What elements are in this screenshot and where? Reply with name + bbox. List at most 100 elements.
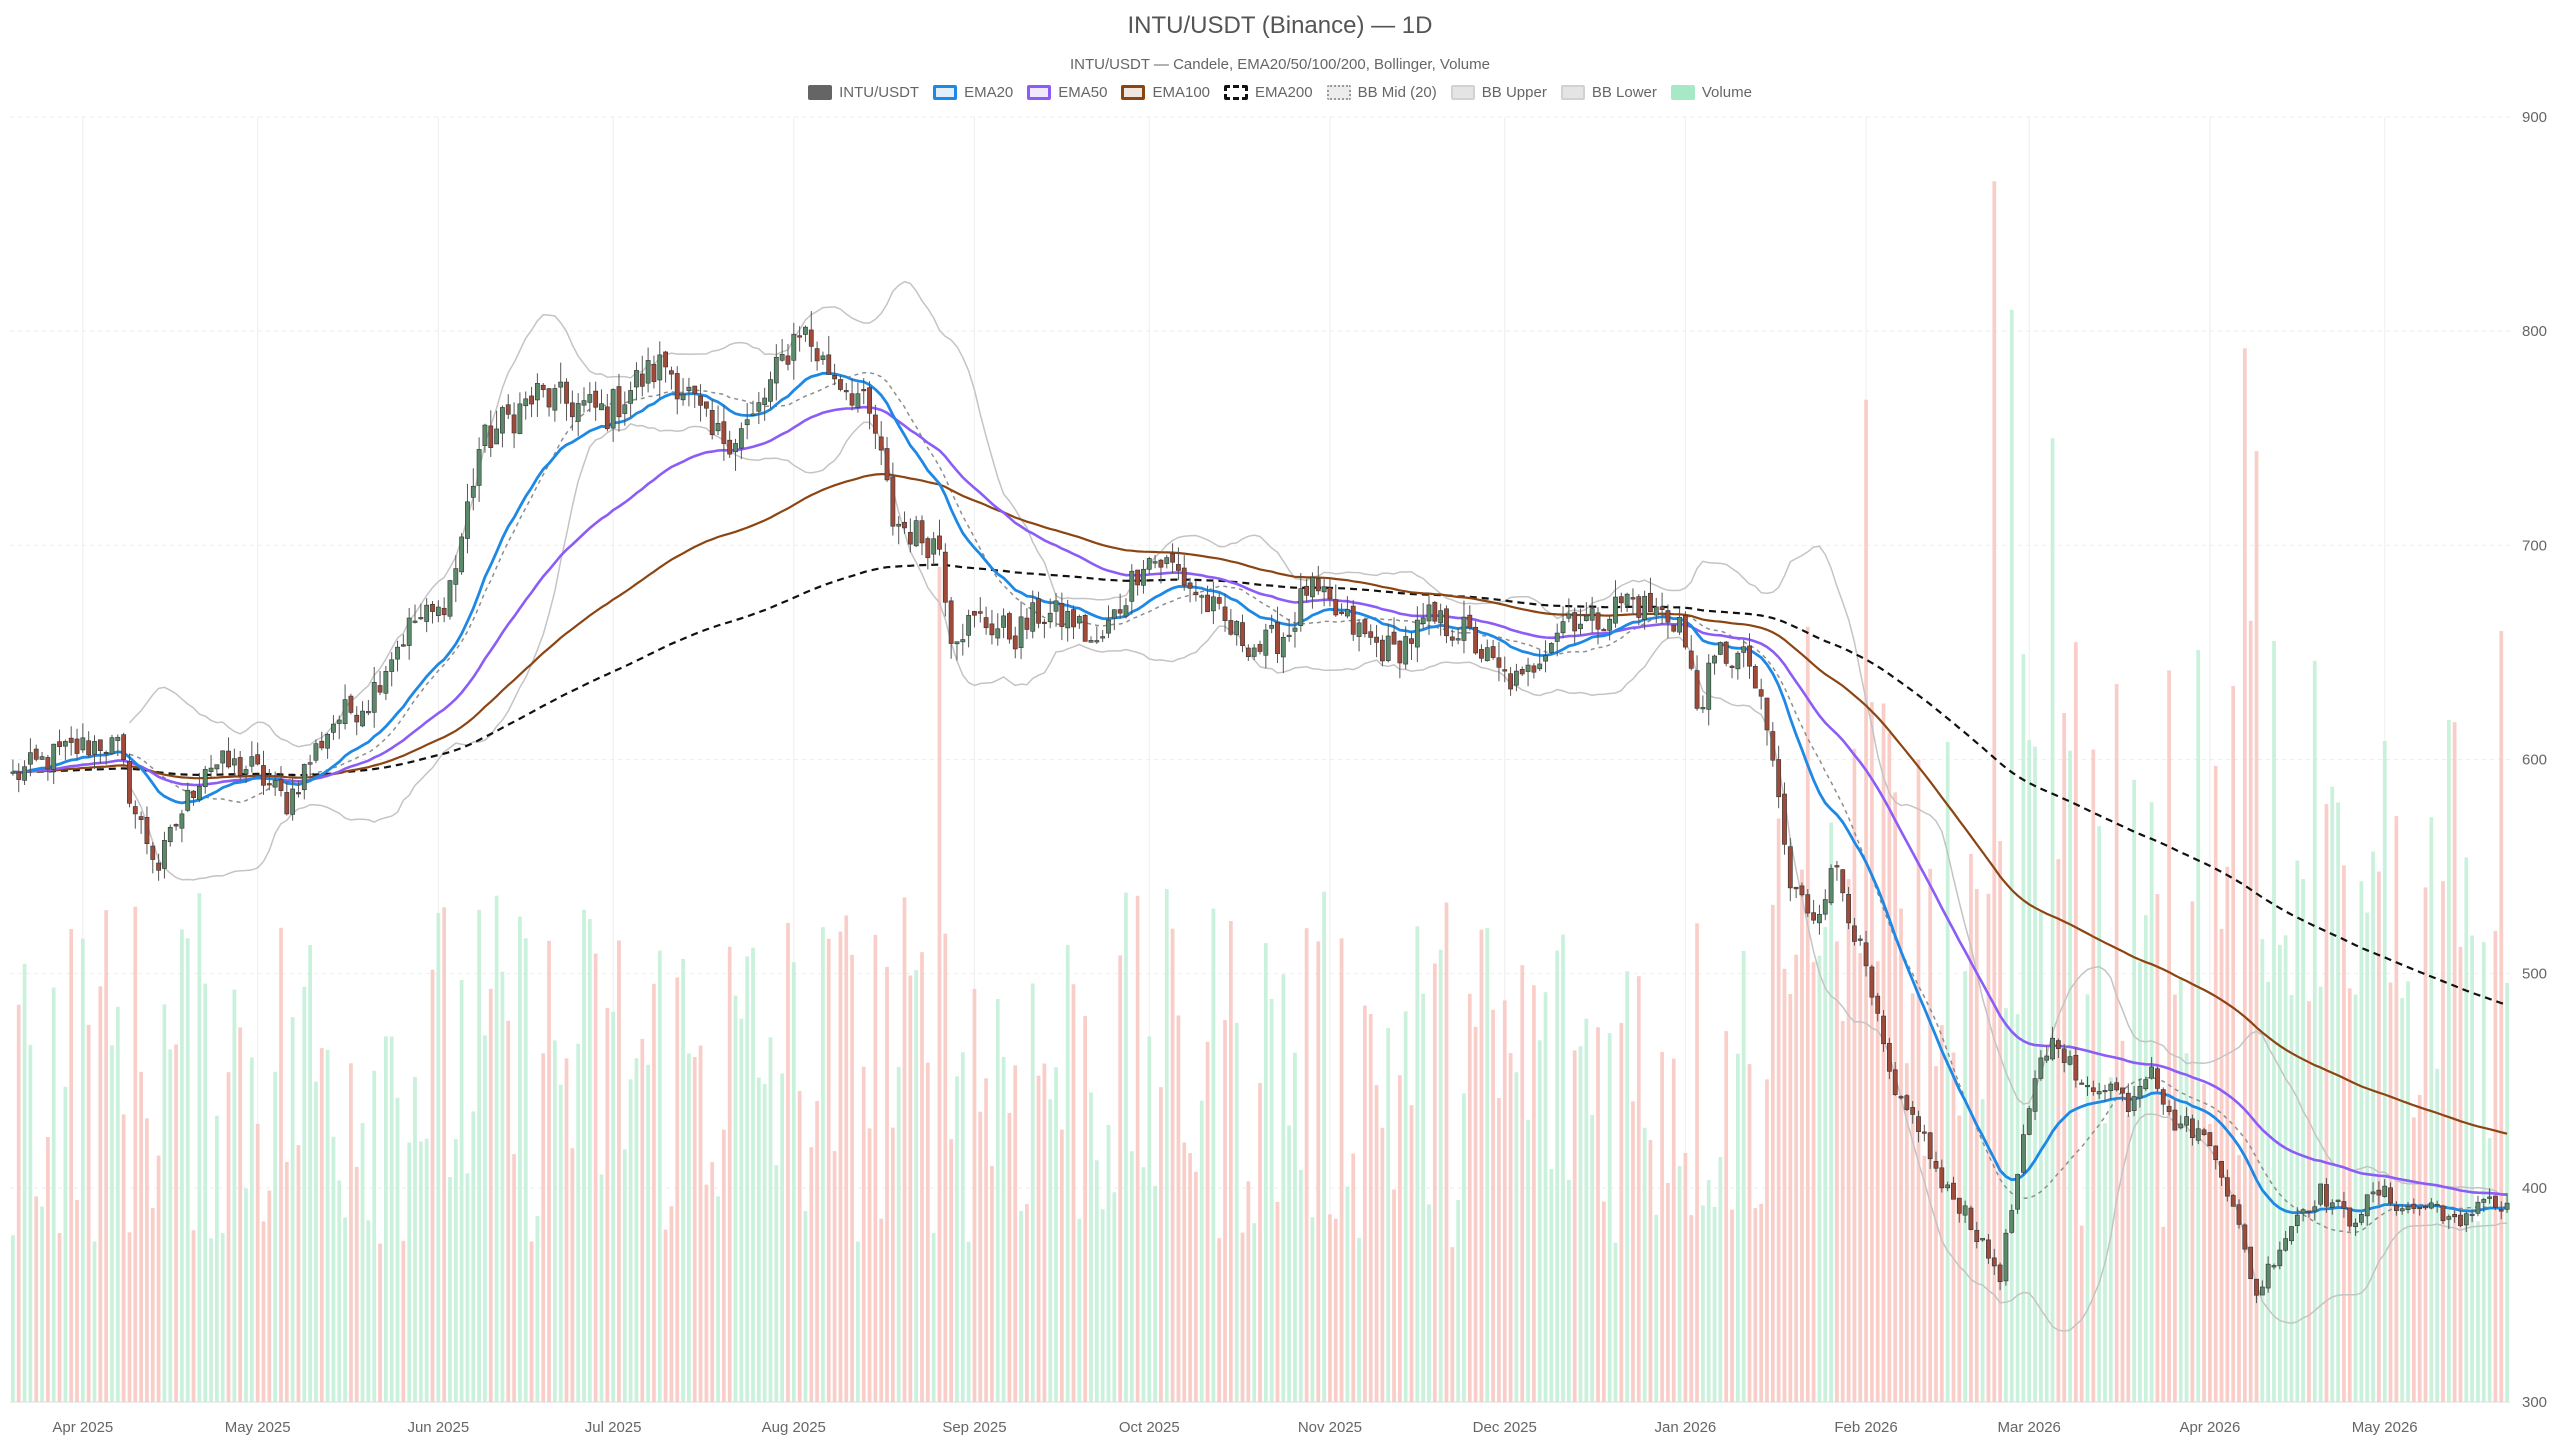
- legend-item-ema100[interactable]: EMA100: [1121, 84, 1210, 101]
- candle-body: [2050, 1037, 2055, 1060]
- volume-bar: [1159, 1087, 1163, 1402]
- candle-body: [2184, 1116, 2189, 1126]
- candle-body: [1374, 636, 1379, 643]
- volume-bar: [2411, 1117, 2416, 1402]
- volume-bar: [2079, 1225, 2084, 1402]
- volume-bar: [506, 1020, 511, 1402]
- candle: [1368, 624, 1374, 645]
- legend-item-ema200[interactable]: EMA200: [1224, 84, 1313, 101]
- candle: [249, 741, 255, 773]
- volume-bar: [430, 969, 435, 1402]
- legend-item-volume[interactable]: Volume: [1670, 84, 1752, 101]
- candle: [1100, 630, 1106, 642]
- legend-item-intu-usdt[interactable]: INTU/USDT: [808, 84, 919, 101]
- candle: [1927, 1131, 1933, 1169]
- candle-series: [10, 311, 2510, 1304]
- candle: [1613, 580, 1618, 628]
- candle: [1904, 1093, 1910, 1111]
- candle: [534, 373, 540, 417]
- candle-body: [645, 360, 651, 384]
- volume-bar: [727, 946, 732, 1402]
- volume-bar: [832, 1151, 837, 1402]
- volume-bar: [1234, 1022, 1239, 1402]
- candle: [307, 754, 313, 780]
- volume-bar: [2435, 1068, 2440, 1402]
- volume-bar: [1176, 1015, 1181, 1402]
- volume-bar: [756, 1077, 761, 1402]
- candle: [1024, 608, 1030, 640]
- candle-body: [2382, 1185, 2388, 1197]
- candle-body: [564, 381, 569, 404]
- volume-bar: [873, 934, 878, 1402]
- candle-body: [2207, 1132, 2213, 1147]
- candle-body: [2493, 1195, 2498, 1208]
- volume-bar: [885, 966, 889, 1402]
- candle-body: [331, 723, 336, 733]
- volume-bar: [1258, 1082, 1262, 1402]
- candle: [2195, 1120, 2201, 1145]
- candle: [2324, 1177, 2329, 1213]
- candle-body: [214, 764, 220, 770]
- volume-bar: [1124, 892, 1128, 1402]
- candle: [1094, 626, 1100, 644]
- volume-bar: [2202, 1083, 2206, 1402]
- candle: [1694, 655, 1700, 711]
- candle: [97, 739, 103, 764]
- volume-bar: [2004, 1008, 2008, 1402]
- candle-body: [1758, 689, 1764, 697]
- candle: [2207, 1132, 2213, 1147]
- candle-body: [1321, 586, 1327, 593]
- candle-body: [1869, 966, 1875, 998]
- legend-item-bb-lower[interactable]: BB Lower: [1560, 84, 1657, 101]
- volume-bar: [1479, 929, 1484, 1402]
- volume-bar: [879, 1218, 884, 1402]
- volume-bar: [1922, 1155, 1927, 1402]
- candle-body: [1566, 613, 1572, 619]
- candle: [2359, 1212, 2364, 1226]
- legend-item-bb-mid-20[interactable]: BB Mid (20): [1326, 84, 1437, 101]
- legend-item-ema20[interactable]: EMA20: [933, 84, 1013, 101]
- candle-body: [2038, 1057, 2044, 1079]
- candle-body: [1123, 605, 1129, 617]
- candle-body: [1076, 616, 1082, 624]
- candle-body: [482, 424, 488, 446]
- legend-item-ema50[interactable]: EMA50: [1027, 84, 1107, 101]
- candle: [2277, 1241, 2283, 1270]
- candle: [1111, 609, 1117, 631]
- candle: [278, 766, 284, 797]
- candle-body: [1723, 641, 1729, 664]
- volume-bar: [185, 938, 190, 1402]
- candle: [2160, 1087, 2166, 1115]
- volume-bar: [1030, 983, 1035, 1402]
- legend-item-bb-upper[interactable]: BB Upper: [1450, 84, 1547, 101]
- candle-body: [459, 536, 465, 573]
- candle-body: [1088, 640, 1094, 643]
- candle: [1589, 596, 1595, 634]
- candle-body: [1047, 612, 1053, 623]
- volume-bar: [1316, 941, 1321, 1402]
- volume-bar: [722, 1129, 726, 1402]
- candle: [2248, 1246, 2254, 1280]
- candle-body: [1776, 759, 1782, 798]
- volume-bar: [1817, 955, 1822, 1402]
- candle-body: [1053, 600, 1059, 612]
- candle: [261, 750, 266, 795]
- volume-bar: [349, 1063, 353, 1402]
- candle-body: [744, 419, 750, 426]
- candle: [1467, 605, 1473, 631]
- volume-bar: [1065, 944, 1070, 1402]
- candle: [500, 405, 505, 448]
- ema100-line: [12, 472, 2508, 1135]
- candle-body: [902, 521, 907, 529]
- candle: [1945, 1181, 1951, 1192]
- volume-bar: [2009, 309, 2014, 1402]
- candle: [1782, 782, 1787, 855]
- candle: [1123, 598, 1129, 619]
- candle: [150, 842, 156, 874]
- x-tick-label: Sep 2025: [942, 1419, 1006, 1436]
- candle-body: [960, 639, 966, 643]
- legend-label: BB Mid (20): [1357, 84, 1437, 101]
- candle-body: [2446, 1216, 2452, 1220]
- candle-body: [1572, 612, 1578, 632]
- candle-body: [966, 615, 972, 636]
